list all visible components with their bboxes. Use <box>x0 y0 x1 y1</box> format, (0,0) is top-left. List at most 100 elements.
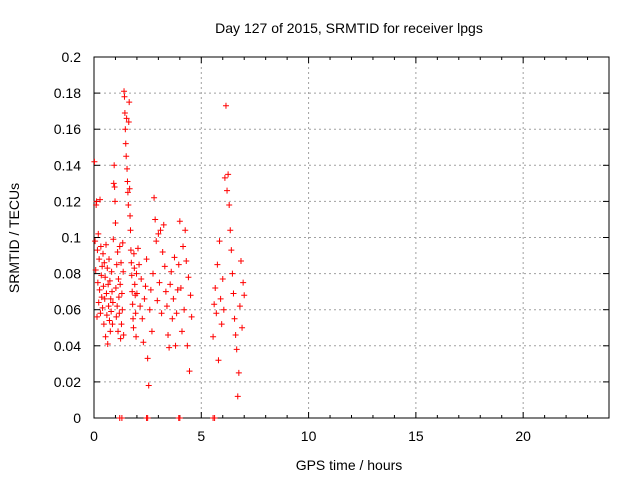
data-point <box>118 321 125 328</box>
data-point <box>112 198 119 205</box>
data-point <box>169 315 176 322</box>
data-point <box>129 288 136 295</box>
data-point <box>132 310 139 317</box>
data-point <box>141 295 148 302</box>
data-point <box>168 268 175 275</box>
data-point <box>127 227 134 234</box>
data-point <box>112 220 119 227</box>
data-point <box>93 198 100 205</box>
data-point <box>121 93 128 100</box>
data-point <box>215 357 222 364</box>
data-point <box>128 259 135 266</box>
data-point <box>109 321 116 328</box>
data-point <box>94 279 101 286</box>
data-point <box>107 328 114 335</box>
y-tick-label: 0.18 <box>54 85 81 101</box>
data-point <box>163 303 170 310</box>
data-point <box>145 382 152 389</box>
data-point <box>125 118 132 125</box>
data-point <box>114 248 121 255</box>
data-point <box>133 290 140 297</box>
data-point <box>97 243 104 250</box>
data-point <box>220 306 227 313</box>
data-point <box>236 303 243 310</box>
data-point <box>224 187 231 194</box>
y-axis-label: SRMTID / TECUs <box>6 183 22 293</box>
data-point <box>103 241 110 248</box>
data-point <box>188 313 195 320</box>
data-point <box>123 153 130 160</box>
data-point <box>118 415 125 421</box>
data-point <box>107 295 114 302</box>
data-point <box>175 261 182 268</box>
data-point <box>120 331 127 338</box>
data-point <box>170 295 177 302</box>
data-point <box>176 218 183 225</box>
data-point <box>126 99 133 106</box>
data-point <box>158 310 165 317</box>
data-point <box>230 290 237 297</box>
data-point <box>232 331 239 338</box>
data-point <box>106 317 113 324</box>
data-point <box>237 257 244 264</box>
y-tick-label: 0.02 <box>54 374 81 390</box>
data-point <box>100 283 107 290</box>
data-point <box>187 292 194 299</box>
data-point <box>126 185 133 192</box>
data-point <box>131 265 138 272</box>
data-point <box>211 301 218 308</box>
x-axis-label: GPS time / hours <box>296 457 403 473</box>
data-point <box>112 285 119 292</box>
x-tick-label: 20 <box>515 428 531 444</box>
data-point <box>101 259 108 266</box>
x-tick-label: 0 <box>90 428 98 444</box>
data-point <box>165 331 172 338</box>
data-point <box>138 276 145 283</box>
data-point <box>183 257 190 264</box>
data-point <box>123 115 130 122</box>
data-point <box>127 247 134 254</box>
data-point <box>178 328 185 335</box>
data-point <box>111 183 118 190</box>
data-point <box>109 288 116 295</box>
x-tick-label: 10 <box>301 428 317 444</box>
data-point <box>103 312 110 319</box>
chart-title: Day 127 of 2015, SRMTID for receiver lpg… <box>215 20 483 36</box>
data-point <box>95 230 102 237</box>
data-point <box>104 340 111 347</box>
data-point <box>133 270 140 277</box>
y-tick-label: 0.2 <box>62 49 82 65</box>
data-point <box>99 304 106 311</box>
data-point <box>115 294 122 301</box>
data-point <box>122 126 129 133</box>
data-point <box>153 238 160 245</box>
data-point <box>185 274 192 281</box>
data-point <box>97 310 104 317</box>
data-point <box>98 294 105 301</box>
data-point <box>172 342 179 349</box>
data-point <box>184 342 191 349</box>
data-point <box>127 212 134 219</box>
data-points <box>91 88 248 421</box>
data-point <box>155 230 162 237</box>
data-point <box>121 88 128 95</box>
y-tick-label: 0.12 <box>54 193 81 209</box>
data-point <box>96 286 103 293</box>
data-point <box>227 227 234 234</box>
data-point <box>130 250 137 257</box>
data-point <box>147 286 154 293</box>
data-point <box>176 415 183 421</box>
data-point <box>118 290 125 297</box>
data-point <box>108 308 115 315</box>
data-point <box>121 109 128 116</box>
data-point <box>122 140 129 147</box>
data-point <box>150 270 157 277</box>
data-point <box>182 227 189 234</box>
data-point <box>113 261 120 268</box>
data-point <box>110 236 117 243</box>
data-point <box>125 202 132 209</box>
data-point <box>154 297 161 304</box>
data-point <box>226 202 233 209</box>
